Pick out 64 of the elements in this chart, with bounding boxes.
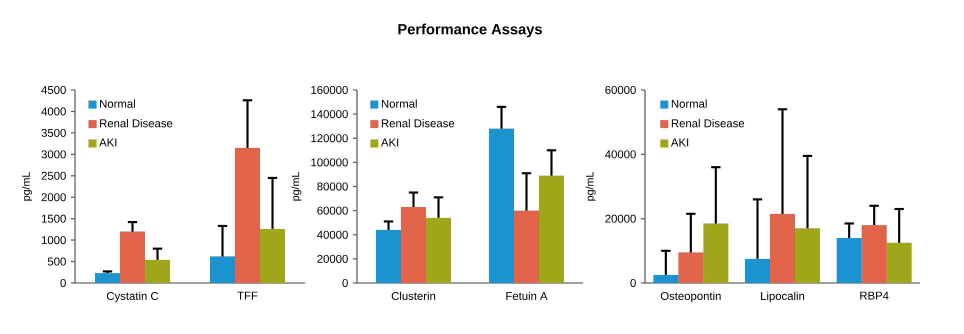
bar xyxy=(401,206,426,283)
bar xyxy=(745,258,770,283)
y-tick-label: 20000 xyxy=(605,214,636,223)
y-axis-title: pg/mL xyxy=(291,172,302,201)
x-tick-label: Lipocalin xyxy=(761,292,804,302)
y-tick-label: 20000 xyxy=(317,254,348,263)
y-tick-label: 100000 xyxy=(311,158,348,166)
y-axis-title: pg/mL xyxy=(22,172,32,201)
bar xyxy=(862,225,887,283)
legend-label: Renal Disease xyxy=(382,118,454,128)
y-tick-label: 4500 xyxy=(41,86,66,94)
chart-title: Performance Assays xyxy=(398,24,542,38)
legend-label: AKI xyxy=(99,138,116,146)
y-tick-label: 60000 xyxy=(317,206,348,215)
bar xyxy=(426,218,451,283)
bar xyxy=(260,228,286,283)
bar xyxy=(145,260,170,283)
y-tick-label: 40000 xyxy=(605,150,636,158)
x-tick-label: Clusterin xyxy=(392,292,436,300)
bar xyxy=(489,128,514,283)
bar xyxy=(120,232,146,283)
y-tick-label: 3500 xyxy=(42,128,66,137)
bar xyxy=(514,210,539,283)
x-tick-label: Osteopontin xyxy=(660,292,721,302)
legend-label: Normal xyxy=(100,99,135,108)
legend-label: Normal xyxy=(382,99,417,108)
x-tick-label: Cystatin C xyxy=(106,292,158,302)
y-tick-label: 140000 xyxy=(311,110,348,118)
y-tick-label: 500 xyxy=(48,258,66,266)
y-tick-label: 2500 xyxy=(42,172,66,180)
bar xyxy=(376,230,402,283)
bar xyxy=(210,256,236,283)
y-tick-label: 40000 xyxy=(317,230,348,239)
y-tick-label: 2000 xyxy=(42,193,66,202)
y-tick-label: 80000 xyxy=(317,182,348,190)
y-tick-label: 160000 xyxy=(311,86,348,94)
y-tick-label: 0 xyxy=(60,278,66,287)
y-tick-label: 0 xyxy=(342,278,348,287)
x-tick-label: Fetuin A xyxy=(506,292,548,300)
legend-label: AKI xyxy=(381,138,398,146)
y-tick-label: 0 xyxy=(630,278,636,287)
bar xyxy=(703,223,728,283)
legend-label: Renal Disease xyxy=(100,118,172,128)
x-tick-label: TFF xyxy=(237,292,258,300)
y-tick-label: 3000 xyxy=(42,150,66,158)
bar xyxy=(886,242,912,283)
legend-label: AKI xyxy=(670,138,688,146)
y-tick-label: 120000 xyxy=(311,134,348,142)
bar xyxy=(538,176,564,283)
bar xyxy=(653,274,678,283)
bar xyxy=(770,214,795,283)
legend-label: Normal xyxy=(672,99,707,108)
bar xyxy=(235,148,260,283)
bar xyxy=(95,273,120,283)
legend-label: Renal Disease xyxy=(672,118,744,128)
bar xyxy=(678,252,704,283)
x-tick-label: RBP4 xyxy=(860,292,889,300)
y-tick-label: 1500 xyxy=(42,214,66,223)
bar xyxy=(836,238,862,283)
y-axis-title: pg/mL xyxy=(586,172,596,201)
y-tick-label: 1000 xyxy=(42,236,66,244)
y-tick-label: 4000 xyxy=(41,107,66,116)
y-tick-label: 60000 xyxy=(605,86,636,94)
bar xyxy=(794,228,820,283)
